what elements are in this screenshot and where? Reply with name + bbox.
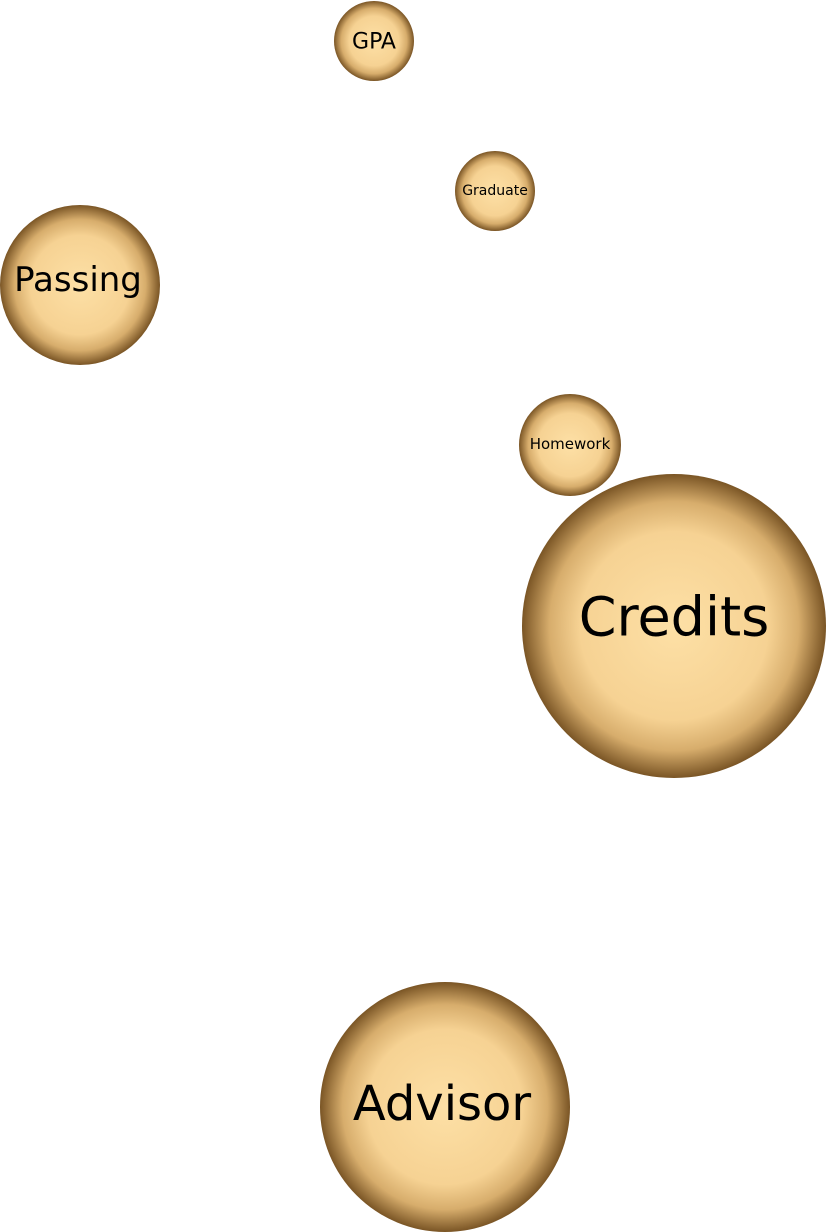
- bubble-credits: Credits: [522, 474, 826, 778]
- bubble-passing: Passing: [0, 205, 160, 365]
- bubble-gpa-circle: [334, 1, 414, 81]
- bubble-homework-circle: [519, 394, 621, 496]
- bubble-advisor: Advisor: [320, 982, 570, 1232]
- bubble-credits-circle: [522, 474, 826, 778]
- bubble-graduate-label: Graduate: [462, 183, 528, 199]
- bubble-gpa: GPA: [334, 1, 414, 81]
- bubble-advisor-circle: [320, 982, 570, 1232]
- bubble-advisor-label: Advisor: [353, 1076, 532, 1132]
- bubble-credits-label: Credits: [579, 586, 770, 649]
- bubble-graduate: Graduate: [455, 151, 535, 231]
- bubble-passing-circle: [0, 205, 160, 365]
- bubble-gpa-label: GPA: [352, 30, 396, 55]
- bubble-graduate-circle: [455, 151, 535, 231]
- bubble-homework-label: Homework: [530, 435, 611, 453]
- bubble-passing-label: Passing: [14, 260, 142, 300]
- bubble-homework: Homework: [519, 394, 621, 496]
